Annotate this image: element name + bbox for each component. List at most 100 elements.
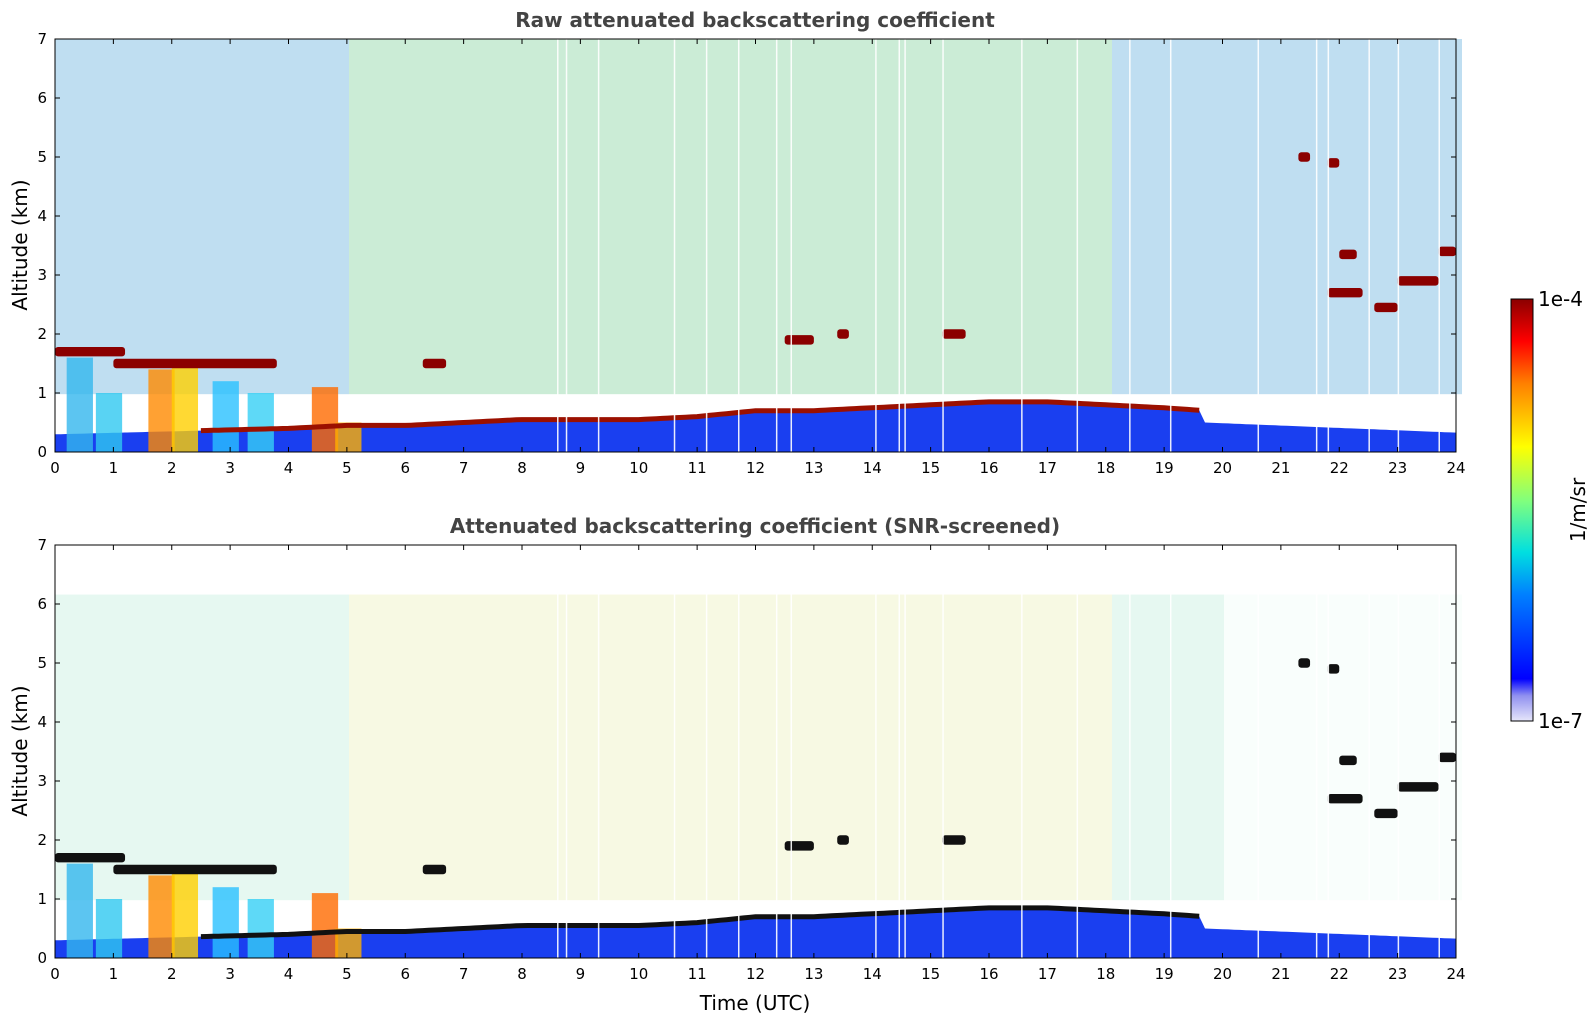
noise-cell: [1364, 39, 1371, 395]
noise-cell: [713, 594, 720, 901]
noise-cell: [853, 39, 860, 395]
noise-cell: [1091, 594, 1098, 901]
noise-cell: [748, 594, 755, 901]
noise-cell: [958, 594, 965, 901]
noise-cell: [174, 39, 181, 395]
data-gap: [737, 545, 740, 958]
noise-cell: [797, 39, 804, 395]
noise-cell: [153, 594, 160, 901]
noise-cell: [335, 594, 342, 901]
noise-cell: [643, 594, 650, 901]
noise-cell: [1035, 39, 1042, 395]
noise-cell: [1238, 594, 1245, 901]
noise-cell: [363, 594, 370, 901]
noise-cell: [979, 39, 986, 395]
noise-cell: [342, 594, 349, 901]
noise-cell: [1392, 39, 1399, 395]
noise-cell: [517, 39, 524, 395]
noise-cell: [1077, 594, 1084, 901]
noise-cell: [1070, 594, 1077, 901]
cloud-layer: [837, 329, 849, 339]
noise-cell: [216, 39, 223, 395]
data-gap: [1021, 39, 1023, 452]
noise-cell: [405, 39, 412, 395]
noise-cell: [1259, 39, 1266, 395]
noise-cell: [1182, 594, 1189, 901]
noise-cell: [321, 39, 328, 395]
noise-cell: [426, 594, 433, 901]
noise-cell: [83, 39, 90, 395]
noise-cell: [1343, 39, 1350, 395]
noise-cell: [1175, 39, 1182, 395]
noise-cell: [1371, 39, 1378, 395]
noise-cell: [489, 39, 496, 395]
x-tick-label: 4: [284, 965, 294, 983]
cloud-layer: [1327, 287, 1363, 298]
noise-cell: [258, 39, 265, 395]
noise-cell: [923, 39, 930, 395]
cloud-layer: [1327, 664, 1340, 674]
cloud-layer: [1298, 658, 1311, 668]
noise-cell: [867, 594, 874, 901]
noise-cell: [412, 39, 419, 395]
noise-cell: [566, 594, 573, 901]
noise-cell: [1329, 39, 1336, 395]
noise-cell: [377, 39, 384, 395]
panel-raw-plot-area: [55, 39, 1462, 452]
noise-cell: [1385, 39, 1392, 395]
boundary-layer: [55, 401, 1456, 452]
noise-cell: [1308, 594, 1315, 901]
noise-cell: [223, 594, 230, 901]
y-tick-label: 7: [37, 30, 47, 48]
noise-cell: [1105, 594, 1112, 901]
noise-cell: [1119, 39, 1126, 395]
data-gap: [904, 545, 906, 958]
x-tick-label: 7: [459, 459, 469, 477]
noise-cell: [433, 39, 440, 395]
noise-cell: [1280, 39, 1287, 395]
noise-cell: [1301, 39, 1308, 395]
noise-cell: [293, 39, 300, 395]
noise-cell: [90, 594, 97, 901]
x-tick-label: 3: [225, 459, 235, 477]
data-gap: [557, 545, 559, 958]
data-gap: [790, 39, 793, 452]
y-tick-label: 6: [37, 595, 47, 613]
noise-cell: [1196, 594, 1203, 901]
noise-cell: [1350, 594, 1357, 901]
noise-cell: [909, 594, 916, 901]
panel-snr-title: Attenuated backscattering coefficient (S…: [450, 514, 1060, 538]
noise-cell: [97, 594, 104, 901]
noise-cell: [734, 594, 741, 901]
noise-cell: [783, 39, 790, 395]
noise-cell: [1056, 39, 1063, 395]
noise-cell: [1112, 39, 1119, 395]
noise-cell: [377, 594, 384, 901]
noise-cell: [1098, 594, 1105, 901]
noise-cell: [1266, 39, 1273, 395]
noise-cell: [62, 39, 69, 395]
noise-cell: [188, 594, 195, 901]
noise-cell: [839, 39, 846, 395]
x-tick-label: 0: [50, 965, 60, 983]
noise-cell: [1007, 39, 1014, 395]
noise-cell: [1406, 39, 1413, 395]
noise-cell: [629, 594, 636, 901]
aerosol-plume: [66, 357, 93, 452]
noise-cell: [1259, 594, 1266, 901]
y-tick-label: 6: [37, 89, 47, 107]
noise-cell: [503, 39, 510, 395]
noise-cell: [1021, 594, 1028, 901]
noise-cell: [132, 594, 139, 901]
noise-cell: [244, 594, 251, 901]
noise-cell: [426, 39, 433, 395]
noise-cell: [1399, 594, 1406, 901]
noise-cell: [727, 594, 734, 901]
noise-cell: [482, 594, 489, 901]
noise-cell: [587, 39, 594, 395]
noise-cell: [951, 39, 958, 395]
noise-cell: [762, 39, 769, 395]
noise-cell: [1336, 594, 1343, 901]
noise-cell: [650, 594, 657, 901]
noise-cell: [1427, 39, 1434, 395]
